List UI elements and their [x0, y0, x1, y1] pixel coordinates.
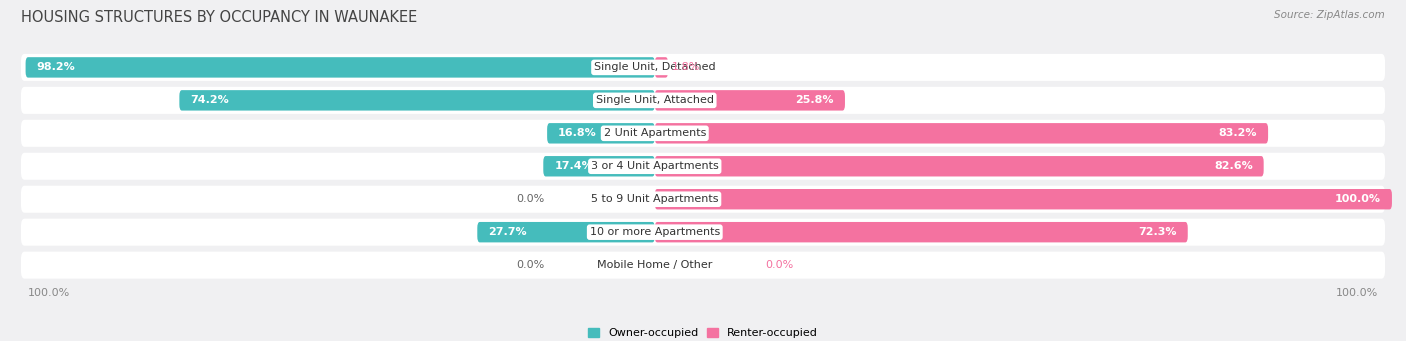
Text: 74.2%: 74.2%	[190, 95, 229, 105]
Text: 72.3%: 72.3%	[1139, 227, 1177, 237]
Text: Single Unit, Attached: Single Unit, Attached	[596, 95, 714, 105]
FancyBboxPatch shape	[655, 90, 845, 110]
Text: Mobile Home / Other: Mobile Home / Other	[598, 260, 713, 270]
FancyBboxPatch shape	[21, 120, 1385, 147]
FancyBboxPatch shape	[477, 222, 655, 242]
Text: 0.0%: 0.0%	[516, 260, 544, 270]
Text: 100.0%: 100.0%	[1336, 287, 1378, 298]
FancyBboxPatch shape	[655, 189, 1392, 209]
FancyBboxPatch shape	[655, 57, 668, 78]
Text: 1.8%: 1.8%	[672, 62, 700, 72]
Text: 82.6%: 82.6%	[1213, 161, 1253, 171]
Text: 25.8%: 25.8%	[796, 95, 834, 105]
FancyBboxPatch shape	[21, 252, 1385, 279]
Text: 17.4%: 17.4%	[554, 161, 593, 171]
FancyBboxPatch shape	[655, 222, 1188, 242]
FancyBboxPatch shape	[655, 156, 1264, 177]
Text: 100.0%: 100.0%	[1334, 194, 1381, 204]
Text: Single Unit, Detached: Single Unit, Detached	[593, 62, 716, 72]
FancyBboxPatch shape	[21, 87, 1385, 114]
Text: 98.2%: 98.2%	[37, 62, 76, 72]
FancyBboxPatch shape	[21, 54, 1385, 81]
FancyBboxPatch shape	[21, 153, 1385, 180]
Text: HOUSING STRUCTURES BY OCCUPANCY IN WAUNAKEE: HOUSING STRUCTURES BY OCCUPANCY IN WAUNA…	[21, 10, 418, 25]
FancyBboxPatch shape	[21, 219, 1385, 246]
FancyBboxPatch shape	[25, 57, 655, 78]
Text: 2 Unit Apartments: 2 Unit Apartments	[603, 128, 706, 138]
Text: 27.7%: 27.7%	[488, 227, 527, 237]
Text: 5 to 9 Unit Apartments: 5 to 9 Unit Apartments	[591, 194, 718, 204]
FancyBboxPatch shape	[547, 123, 655, 144]
Text: 16.8%: 16.8%	[558, 128, 598, 138]
Text: 3 or 4 Unit Apartments: 3 or 4 Unit Apartments	[591, 161, 718, 171]
Text: 83.2%: 83.2%	[1219, 128, 1257, 138]
Legend: Owner-occupied, Renter-occupied: Owner-occupied, Renter-occupied	[588, 328, 818, 338]
Text: Source: ZipAtlas.com: Source: ZipAtlas.com	[1274, 10, 1385, 20]
FancyBboxPatch shape	[21, 186, 1385, 213]
Text: 100.0%: 100.0%	[28, 287, 70, 298]
FancyBboxPatch shape	[655, 123, 1268, 144]
Text: 0.0%: 0.0%	[765, 260, 793, 270]
FancyBboxPatch shape	[543, 156, 655, 177]
Text: 10 or more Apartments: 10 or more Apartments	[589, 227, 720, 237]
FancyBboxPatch shape	[180, 90, 655, 110]
Text: 0.0%: 0.0%	[516, 194, 544, 204]
